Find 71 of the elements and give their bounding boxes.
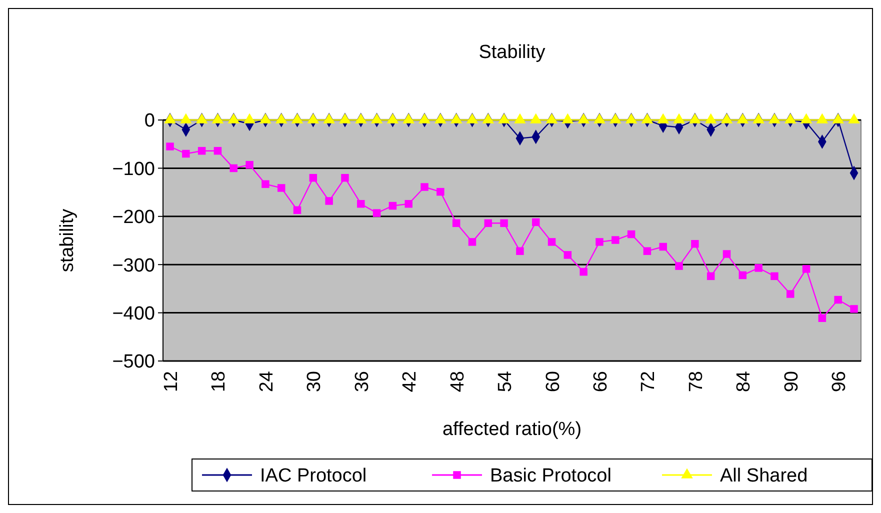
point bbox=[580, 268, 588, 276]
point bbox=[198, 146, 206, 155]
point bbox=[675, 262, 683, 270]
legend-label: All Shared bbox=[720, 466, 808, 487]
y-tick-label: −300 bbox=[112, 255, 155, 276]
legend-label: IAC Protocol bbox=[260, 466, 367, 487]
x-tick-label: 60 bbox=[542, 371, 564, 392]
x-axis-title: affected ratio(%) bbox=[442, 419, 582, 440]
point bbox=[738, 271, 747, 280]
point bbox=[706, 272, 715, 280]
point bbox=[659, 242, 667, 251]
point bbox=[182, 150, 190, 158]
point bbox=[452, 219, 460, 228]
point bbox=[532, 218, 540, 226]
point bbox=[596, 238, 604, 246]
y-axis-title: stability bbox=[57, 208, 78, 272]
point bbox=[612, 236, 620, 244]
point bbox=[357, 200, 365, 208]
point bbox=[818, 314, 826, 322]
point bbox=[166, 142, 174, 150]
point bbox=[404, 200, 412, 208]
point bbox=[786, 290, 794, 298]
x-tick-label: 30 bbox=[304, 371, 326, 392]
point bbox=[548, 238, 556, 246]
x-tick-label: 84 bbox=[734, 370, 755, 392]
point bbox=[468, 238, 476, 246]
x-tick-label: 48 bbox=[447, 371, 468, 392]
y-tick-label: 0 bbox=[144, 110, 155, 132]
point bbox=[420, 183, 428, 191]
point bbox=[770, 272, 778, 280]
x-tick-label: 24 bbox=[256, 370, 278, 392]
point bbox=[516, 247, 524, 255]
point bbox=[691, 240, 699, 248]
y-tick-label: −200 bbox=[112, 207, 155, 228]
point bbox=[722, 250, 731, 258]
point bbox=[341, 174, 349, 182]
x-tick-label: 36 bbox=[352, 371, 373, 392]
point bbox=[754, 264, 762, 272]
y-tick-label: −500 bbox=[112, 352, 155, 373]
x-tick-label: 96 bbox=[829, 371, 850, 392]
point bbox=[643, 247, 652, 255]
point bbox=[627, 230, 636, 238]
point bbox=[325, 197, 333, 205]
x-tick-label: 42 bbox=[400, 371, 421, 392]
x-tick-label: 54 bbox=[495, 370, 516, 392]
point bbox=[214, 146, 222, 155]
point bbox=[293, 206, 302, 214]
chart-title: Stability bbox=[478, 42, 546, 63]
point bbox=[500, 219, 508, 228]
point bbox=[436, 188, 444, 196]
point bbox=[277, 184, 286, 192]
point bbox=[309, 174, 318, 182]
point bbox=[372, 209, 381, 217]
point bbox=[246, 160, 254, 169]
point bbox=[834, 296, 842, 304]
x-tick-label: 72 bbox=[638, 371, 660, 392]
x-tick-label: 12 bbox=[161, 371, 182, 392]
x-tick-label: 90 bbox=[781, 371, 802, 392]
point bbox=[564, 251, 572, 259]
x-tick-label: 18 bbox=[208, 371, 230, 392]
point bbox=[850, 305, 858, 313]
x-tick-label: 66 bbox=[590, 371, 612, 392]
legend-label: Basic Protocol bbox=[490, 466, 612, 487]
point bbox=[484, 219, 492, 228]
point bbox=[802, 265, 810, 273]
point bbox=[262, 180, 270, 188]
y-tick-label: −100 bbox=[112, 158, 155, 180]
point bbox=[230, 164, 238, 172]
y-tick-label: −400 bbox=[112, 303, 155, 324]
point bbox=[388, 202, 397, 210]
x-tick-label: 78 bbox=[686, 371, 707, 392]
